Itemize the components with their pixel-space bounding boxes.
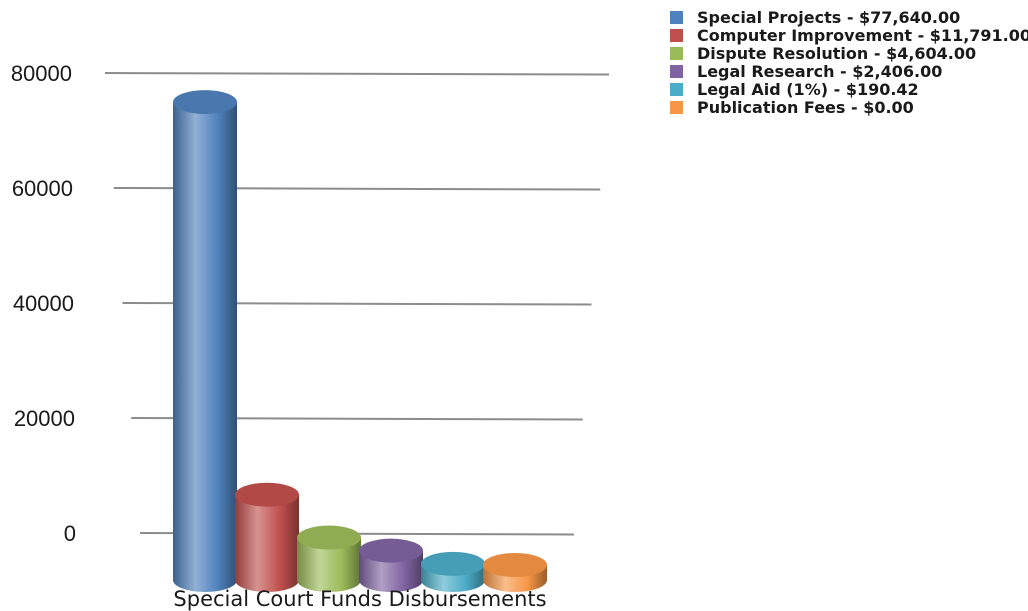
bar-4 — [421, 551, 485, 592]
y-tick-label-1: 20000 — [14, 406, 75, 431]
legend-label-3: Legal Research - $2,406.00 — [697, 62, 942, 81]
y-axis-ticks: 0 20000 40000 60000 80000 — [11, 61, 76, 546]
legend-swatch-3 — [670, 65, 683, 78]
bar-0-body — [173, 102, 237, 592]
bar-0 — [173, 90, 237, 592]
legend-label-5: Publication Fees - $0.00 — [697, 98, 914, 117]
legend-item-0: Special Projects - $77,640.00 — [670, 8, 960, 27]
bar-2-body — [297, 537, 361, 592]
legend-item-1: Computer Improvement - $11,791.00 — [670, 26, 1028, 45]
bar-3 — [359, 538, 423, 592]
legend-swatch-0 — [670, 11, 683, 24]
y-tick-label-0: 0 — [64, 521, 76, 546]
y-tick-label-2: 40000 — [13, 291, 74, 316]
y-tick-label-3: 60000 — [12, 176, 73, 201]
legend-swatch-2 — [670, 47, 683, 60]
bar-2 — [297, 525, 361, 592]
legend-item-3: Legal Research - $2,406.00 — [670, 62, 942, 81]
bar-0-top — [173, 90, 237, 115]
legend-label-1: Computer Improvement - $11,791.00 — [697, 26, 1028, 45]
bars — [173, 90, 547, 592]
legend-item-4: Legal Aid (1%) - $190.42 — [670, 80, 919, 99]
legend-label-4: Legal Aid (1%) - $190.42 — [697, 80, 919, 99]
bar-1-body — [235, 494, 299, 592]
bar-4-top — [421, 551, 485, 576]
legend-swatch-1 — [670, 29, 683, 42]
legend-item-2: Dispute Resolution - $4,604.00 — [670, 44, 976, 63]
legend-label-0: Special Projects - $77,640.00 — [697, 8, 960, 27]
bar-1 — [235, 482, 299, 592]
gridline-4 — [104, 72, 610, 76]
legend-item-5: Publication Fees - $0.00 — [670, 98, 914, 117]
bar-5-top — [483, 553, 547, 577]
legend-swatch-5 — [670, 101, 683, 114]
bar-1-top — [235, 482, 299, 507]
legend-swatch-4 — [670, 83, 683, 96]
x-category-label: Special Court Funds Disbursements — [173, 587, 546, 611]
bar-5 — [483, 553, 547, 592]
legend-label-2: Dispute Resolution - $4,604.00 — [697, 44, 976, 63]
bar-3-top — [359, 538, 423, 563]
bar-2-top — [297, 525, 361, 550]
y-tick-label-4: 80000 — [11, 61, 72, 86]
